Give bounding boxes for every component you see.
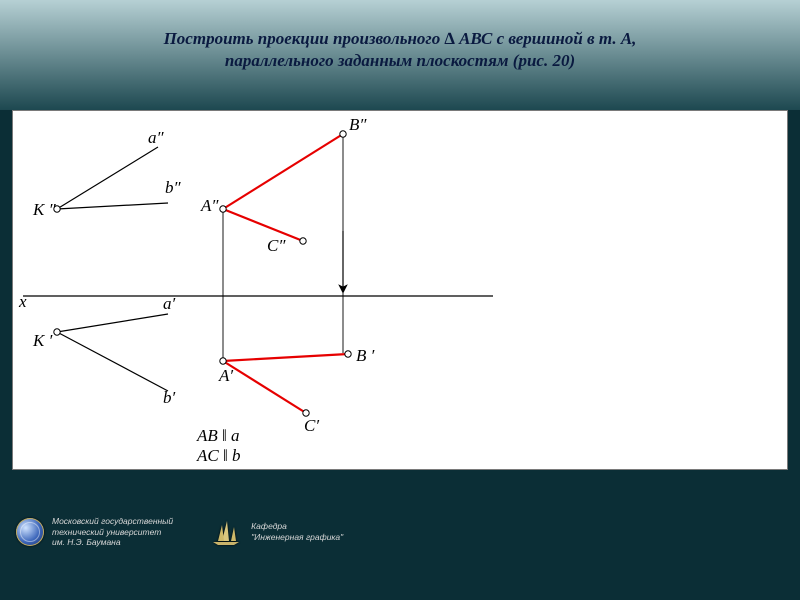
caption: AC ǁ b [196,446,241,465]
point-label: C′ [304,416,319,435]
university-logo-icon [16,518,44,546]
axis-label: x [18,292,27,311]
title-line-1: Построить проекции произвольного ∆ АВС с… [40,28,760,50]
footer: Московский государственный технический у… [0,470,800,600]
point [340,131,346,137]
point-label: K ″ [32,200,57,219]
red-line [223,134,343,209]
axis-label: b″ [165,178,182,197]
diagram-frame: K ″ K ′ A″ B″ C″ A′ B ′ C′ a″ b″ a′ b′ x AB ǁ aAC ǁ b [12,110,788,470]
point [345,351,351,357]
axis-label: b′ [163,388,176,407]
point-label: A′ [218,366,233,385]
slide-title: Построить проекции произвольного ∆ АВС с… [0,0,800,110]
black-line [57,332,168,391]
point-label: B″ [349,115,367,134]
footer-org1-text: Московский государственный технический у… [52,516,173,548]
point-label: A″ [200,196,219,215]
point-label: K ′ [32,331,53,350]
axis-label: a″ [148,128,165,147]
projection-diagram: K ″ K ′ A″ B″ C″ A′ B ′ C′ a″ b″ a′ b′ x AB ǁ aAC ǁ b [13,111,789,471]
point-label: B ′ [356,346,375,365]
red-line [223,209,303,241]
point [220,358,226,364]
axis-label: a′ [163,294,176,313]
department-logo-icon [209,517,243,547]
point [54,329,60,335]
black-line [57,147,158,209]
point [220,206,226,212]
slide-root: Построить проекции произвольного ∆ АВС с… [0,0,800,600]
red-line [223,354,348,361]
red-line [223,361,306,413]
point-label: C″ [267,236,286,255]
black-line [57,203,168,209]
title-line-2: параллельного заданным плоскостям (рис. … [40,50,760,72]
point [300,238,306,244]
black-line [57,314,168,332]
footer-org-1: Московский государственный технический у… [16,516,173,548]
footer-org-2: Кафедра "Инженерная графика" [209,517,343,547]
caption: AB ǁ a [196,426,240,445]
footer-org2-text: Кафедра "Инженерная графика" [251,521,343,542]
title-band: Построить проекции произвольного ∆ АВС с… [0,0,800,110]
